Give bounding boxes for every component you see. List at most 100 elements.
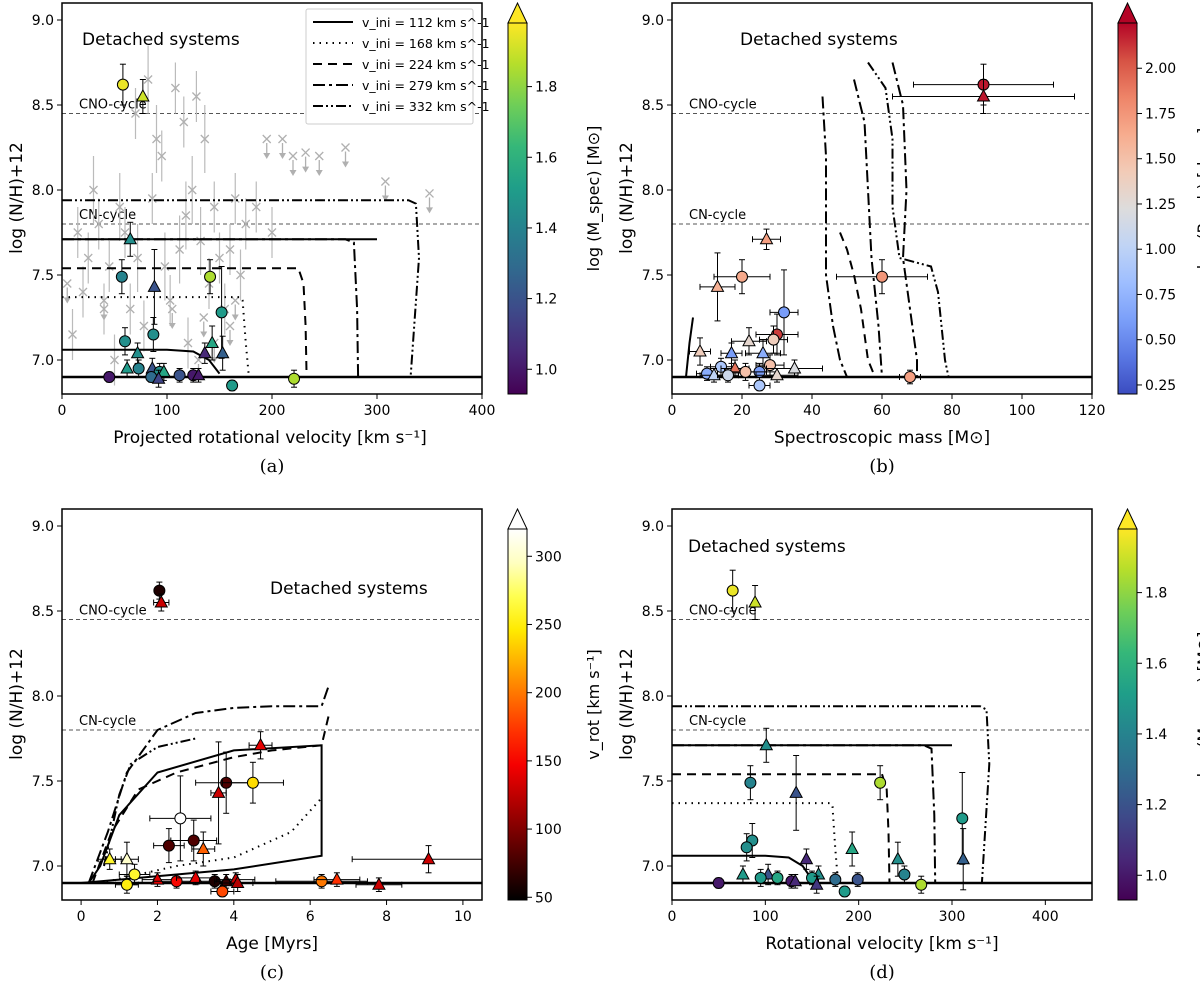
gray-cross-point <box>133 253 143 263</box>
data-point-triangle <box>742 333 756 347</box>
colorbar-frame <box>1117 22 1138 395</box>
plot-area-b: CNO-cycle CN-cycle <box>672 61 1092 392</box>
model-track-dashdotdot <box>867 61 950 378</box>
data-point-triangle <box>120 360 134 374</box>
data-point-triangle <box>120 851 134 865</box>
gray-cross-point <box>187 185 197 195</box>
model-track-dashed <box>62 267 308 378</box>
model-track-dotted <box>62 296 250 378</box>
colorbar-tick-label: 1.6 <box>1145 656 1167 672</box>
data-point-triangle <box>157 364 171 377</box>
data-point-triangle <box>748 594 762 608</box>
colorbar-tick-label: 0.75 <box>1145 287 1176 303</box>
y-axis-label-d: log (N/H)+12 <box>617 648 637 760</box>
gray-limit-point <box>225 321 235 331</box>
data-point-triangle <box>372 877 386 890</box>
data-point-circle <box>736 270 748 283</box>
colorbar-tick-label: 1.00 <box>1145 242 1176 258</box>
plot-area-c: CNO-cycle CN-cycle <box>62 581 482 898</box>
gray-limit-point <box>341 143 350 152</box>
gray-limit-arrow-head <box>231 314 239 321</box>
data-point-circle <box>174 812 187 825</box>
colorbar-gradient <box>508 529 527 900</box>
model-track-dashdot <box>853 79 883 378</box>
panel-label-b: (b) <box>869 456 895 477</box>
data-point-circle <box>778 306 790 319</box>
colorbar-tick-label: 100 <box>535 822 562 838</box>
legend-label: v_ini = 112 km s^-1 <box>362 15 490 30</box>
gray-cross-point <box>78 287 88 297</box>
gray-cross-point <box>236 270 245 280</box>
gray-limit-arrow-head <box>168 323 176 329</box>
colorbar-tick-label: 0.25 <box>1145 378 1176 394</box>
gray-cross-point <box>120 228 130 237</box>
data-point-triangle <box>421 851 436 865</box>
x-tick-label: 8 <box>382 909 391 925</box>
x-tick-label: 0 <box>77 909 86 925</box>
gray-cross-point <box>89 185 98 195</box>
data-point-triangle <box>188 870 203 883</box>
data-point-circle <box>876 270 888 283</box>
data-point-circle <box>753 379 766 392</box>
gray-limit-point <box>288 151 298 161</box>
colorbar-b: 0.25 0.50 0.75 1.00 1.25 1.50 1.75 2.00 log (P_o… <box>1117 1 1200 395</box>
data-point-circle <box>119 335 131 348</box>
gray-limit-point <box>425 188 434 198</box>
colorbar-frame <box>507 22 528 395</box>
y-axis-label-c: log (N/H)+12 <box>7 648 27 760</box>
colorbar-tick-label: 1.25 <box>1145 197 1176 213</box>
colorbar-tick-label: 1.2 <box>1145 798 1167 814</box>
data-point-circle <box>187 834 200 847</box>
data-point-triangle <box>799 851 814 865</box>
data-point-circle <box>162 839 175 852</box>
gray-cross-point <box>83 253 93 263</box>
data-point-circle <box>874 776 887 789</box>
colorbar-c: 50 100 150 200 250 300 v_rot [km s⁻¹] <box>507 507 604 906</box>
y-axis-label-b: log (N/H)+12 <box>617 142 637 254</box>
data-point-circle <box>246 776 259 789</box>
plot-frame-b <box>671 2 1093 395</box>
gray-cross-point <box>143 75 153 84</box>
gray-limit-point <box>314 151 324 161</box>
panel-d: CNO-cycle CN-cycle 0 100 200 300 400 7.0 7.5 8.0 8… <box>617 508 1093 983</box>
y-tick-label: 8.5 <box>32 604 54 620</box>
gray-cross-point <box>183 338 193 348</box>
x-tick-label: 120 <box>1079 403 1106 419</box>
data-point-circle <box>838 885 851 898</box>
data-point-triangle <box>976 88 991 102</box>
data-point-circle <box>147 328 160 341</box>
data-point-circle <box>712 877 725 889</box>
gray-limit-arrow-head <box>302 166 310 173</box>
x-tick-label: 0 <box>58 403 67 419</box>
colorbar-tick-label: 50 <box>535 890 553 906</box>
data-point-triangle <box>123 231 138 245</box>
ref-label-cno-a: CNO-cycle <box>79 98 147 113</box>
colorbar-tick-label: 1.8 <box>535 80 557 96</box>
gray-limit-arrow-head <box>342 161 349 168</box>
gray-limit-point <box>301 148 311 158</box>
x-tick-label: 0 <box>668 403 677 419</box>
colorbar-tick-label: 1.0 <box>535 362 557 378</box>
y-tick-label: 8.5 <box>32 98 54 114</box>
y-tick-label: 7.0 <box>32 353 54 369</box>
x-tick-label: 100 <box>1009 403 1036 419</box>
data-point-circle <box>215 306 228 319</box>
y-tick-label: 7.0 <box>32 859 54 875</box>
model-track-solid <box>62 348 221 375</box>
x-tick-label: 200 <box>845 909 872 925</box>
y-tick-label: 8.0 <box>642 689 664 705</box>
gray-limit-arrow-head <box>381 195 389 202</box>
data-point-triangle <box>191 367 206 381</box>
gray-cross-point <box>157 151 167 161</box>
data-point-triangle <box>253 737 268 751</box>
data-point-triangle <box>196 841 211 854</box>
colorbar-tick-label: 1.75 <box>1145 106 1176 122</box>
gray-cross-point <box>191 92 201 101</box>
gray-cross-point <box>125 304 135 314</box>
gray-cross-point <box>170 83 180 93</box>
data-point-circle <box>764 359 776 372</box>
model-track-dashdotdot <box>62 199 421 378</box>
colorbar-tick-label: 0.50 <box>1145 333 1176 349</box>
data-point-triangle <box>809 877 824 890</box>
x-tick-label: 10 <box>454 909 472 925</box>
